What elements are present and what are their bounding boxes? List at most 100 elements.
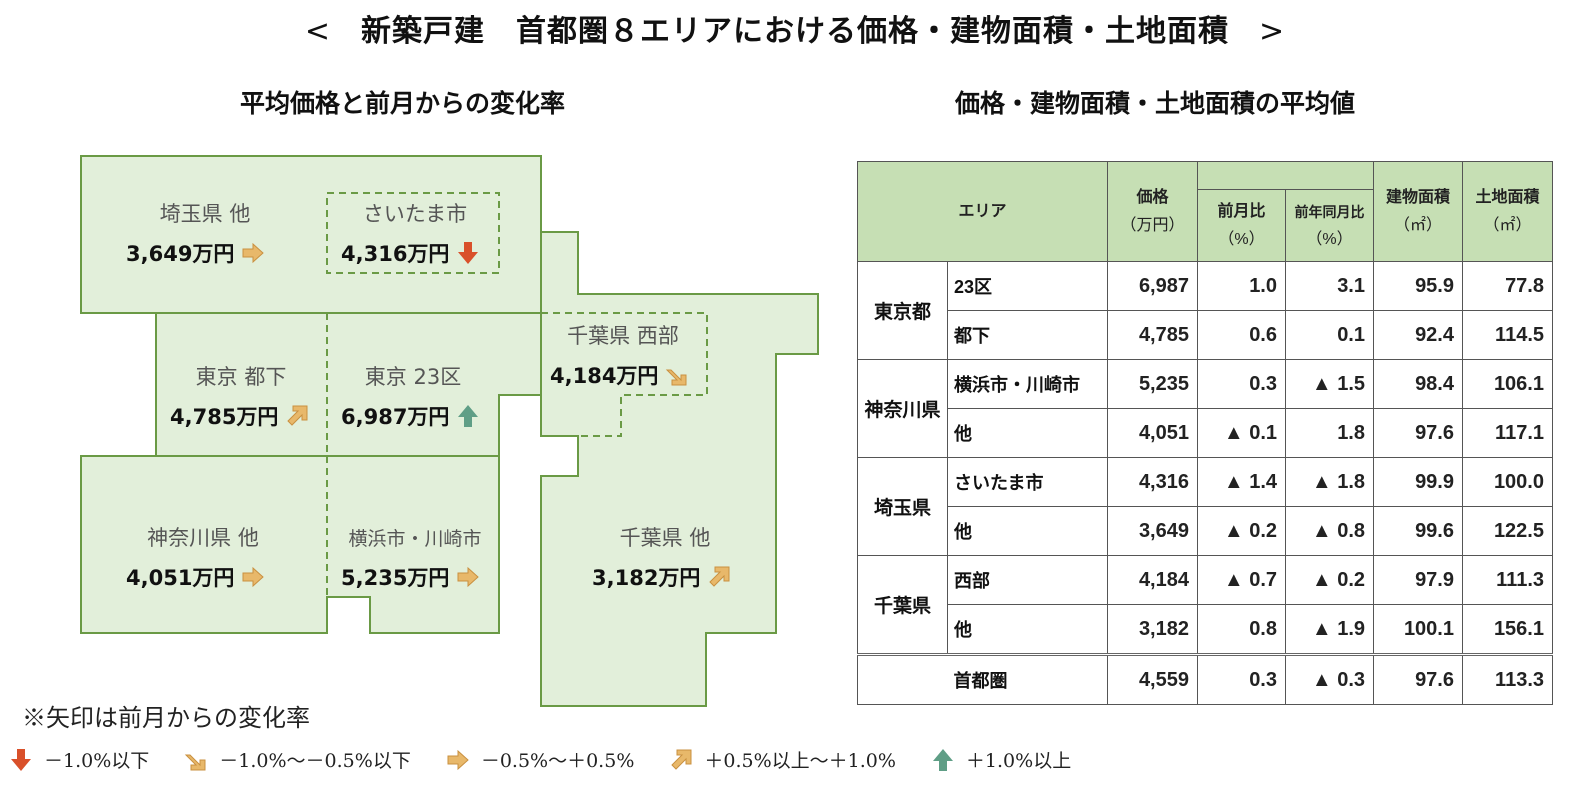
mom-cell: ▲ 0.2	[1197, 506, 1286, 556]
land-cell: 113.3	[1462, 653, 1553, 705]
land-cell: 114.5	[1462, 310, 1553, 360]
legend-label: －0.5%～＋0.5%	[480, 750, 635, 772]
price-value: 3,182万円	[592, 566, 701, 590]
average-values-table: エリア 価格 （万円） 建物面積 （㎡） 土地面積 （㎡） 前月比 （%） 前年…	[857, 161, 1553, 705]
arrow-down-right-icon	[185, 754, 206, 770]
region-label-tokyo-suburbs: 東京 都下	[195, 365, 287, 389]
region-shape-kanagawa	[80, 455, 500, 634]
sub-area-cell: 西部	[947, 555, 1108, 605]
yoy-cell: ▲ 1.8	[1285, 457, 1374, 507]
price-value: 3,649万円	[126, 242, 235, 266]
title-left-bracket: <	[304, 14, 331, 49]
region-price-tokyo-23: 6,987万円	[341, 401, 481, 431]
region-price-saitama-city: 4,316万円	[341, 238, 481, 268]
mom-cell: 1.0	[1197, 261, 1286, 311]
arrow-legend: －1.0%以下 －1.0%～－0.5%以下 －0.5%～＋0.5% ＋0.5%以…	[8, 746, 1105, 773]
building-cell: 92.4	[1373, 310, 1463, 360]
building-cell: 97.6	[1373, 408, 1463, 458]
header-change-group	[1197, 161, 1374, 190]
sub-area-cell: 都下	[947, 310, 1108, 360]
region-price-kanagawa-other: 4,051万円	[126, 562, 266, 592]
header-land: 土地面積 （㎡）	[1462, 161, 1553, 262]
arrow-right-icon	[242, 566, 265, 588]
land-cell: 122.5	[1462, 506, 1553, 556]
table-row: 都下 4,785 0.6 0.1 92.4 114.5	[858, 310, 1553, 360]
price-cell: 4,785	[1107, 310, 1198, 360]
table-row: 他 3,182 0.8 ▲ 1.9 100.1 156.1	[858, 604, 1553, 655]
yoy-cell: 1.8	[1285, 408, 1374, 458]
title-right-bracket: >	[1259, 14, 1286, 49]
land-cell: 77.8	[1462, 261, 1553, 311]
legend-label: ＋1.0%以上	[965, 750, 1072, 772]
sub-area-cell: 他	[947, 506, 1108, 556]
header-price-label: 価格	[1136, 188, 1169, 206]
mom-cell: ▲ 0.1	[1197, 408, 1286, 458]
price-cell: 3,649	[1107, 506, 1198, 556]
legend-item-down: －1.0%以下	[8, 746, 149, 773]
region-label-chiba-west: 千葉県 西部	[567, 324, 679, 348]
building-cell: 99.6	[1373, 506, 1463, 556]
header-yoy: 前年同月比 （%）	[1285, 189, 1374, 262]
table-row: 他 4,051 ▲ 0.1 1.8 97.6 117.1	[858, 408, 1553, 458]
table-row-total: 首都圏 4,559 0.3 ▲ 0.3 97.6 113.3	[857, 653, 1553, 705]
header-building-unit: （㎡）	[1393, 216, 1442, 234]
arrow-right-icon	[457, 566, 480, 588]
price-value: 4,316万円	[341, 242, 450, 266]
pref-cell: 千葉県	[857, 555, 948, 655]
building-cell: 99.9	[1373, 457, 1463, 507]
land-cell: 156.1	[1462, 604, 1553, 655]
region-label-kanagawa-other: 神奈川県 他	[147, 526, 259, 550]
saitama-city-boundary	[326, 192, 500, 274]
price-cell: 6,987	[1107, 261, 1198, 311]
pref-cell: 神奈川県	[857, 359, 948, 458]
header-mom-unit: （%）	[1218, 230, 1265, 248]
header-yoy-label: 前年同月比	[1294, 203, 1365, 220]
price-cell: 4,184	[1107, 555, 1198, 605]
mom-cell: 0.3	[1197, 653, 1286, 705]
total-spacer	[857, 653, 948, 705]
mom-cell: 0.8	[1197, 604, 1286, 655]
legend-item-flat: －0.5%～＋0.5%	[445, 746, 635, 773]
region-label-saitama-other: 埼玉県 他	[159, 202, 251, 226]
arrow-up-right-icon	[671, 749, 692, 770]
arrow-up-right-icon	[709, 566, 730, 587]
arrow-down-right-icon	[666, 369, 687, 386]
building-cell: 97.9	[1373, 555, 1463, 605]
price-cell: 4,051	[1107, 408, 1198, 458]
yoy-cell: 0.1	[1285, 310, 1374, 360]
header-price-unit: （万円）	[1120, 216, 1185, 234]
region-label-saitama-city: さいたま市	[362, 202, 468, 226]
legend-label: －1.0%～－0.5%以下	[219, 750, 411, 772]
arrow-up-icon	[932, 748, 953, 771]
region-price-yokohama-kawasaki: 5,235万円	[341, 562, 481, 592]
header-land-unit: （㎡）	[1483, 216, 1532, 234]
land-cell: 117.1	[1462, 408, 1553, 458]
price-cell: 4,559	[1107, 653, 1198, 705]
header-mom: 前月比 （%）	[1197, 189, 1286, 262]
mom-cell: 0.6	[1197, 310, 1286, 360]
arrow-up-right-icon	[287, 405, 308, 426]
region-price-chiba-other: 3,182万円	[592, 562, 732, 592]
price-value: 5,235万円	[341, 566, 450, 590]
table-row: 千葉県 西部 4,184 ▲ 0.7 ▲ 0.2 97.9 111.3	[857, 555, 1553, 655]
chiba-west-boundary	[541, 312, 708, 437]
land-cell: 100.0	[1462, 457, 1553, 507]
region-price-tokyo-suburbs: 4,785万円	[170, 401, 310, 431]
mom-cell: ▲ 0.7	[1197, 555, 1286, 605]
title-text: 新築戸建 首都圏８エリアにおける価格・建物面積・土地面積	[361, 14, 1229, 49]
header-building: 建物面積 （㎡）	[1373, 161, 1463, 262]
pref-cell: 埼玉県	[857, 457, 948, 556]
total-label: 首都圏	[947, 653, 1108, 705]
header-price: 価格 （万円）	[1107, 161, 1198, 262]
price-cell: 5,235	[1107, 359, 1198, 409]
yoy-cell: ▲ 0.8	[1285, 506, 1374, 556]
region-price-chiba-west: 4,184万円	[550, 360, 690, 390]
table-section-title: 価格・建物面積・土地面積の平均値	[955, 89, 1356, 118]
pref-cell: 東京都	[857, 261, 948, 360]
region-shape-chiba	[540, 231, 819, 707]
table-row: 東京都 23区 6,987 1.0 3.1 95.9 77.8	[857, 261, 1553, 360]
table-row: 神奈川県 横浜市・川崎市 5,235 0.3 ▲ 1.5 98.4 106.1	[857, 359, 1553, 458]
legend-item-up-slight: ＋0.5%以上～＋1.0%	[668, 746, 896, 773]
legend-item-down-slight: －1.0%～－0.5%以下	[183, 746, 411, 773]
arrow-down-icon	[458, 242, 479, 264]
